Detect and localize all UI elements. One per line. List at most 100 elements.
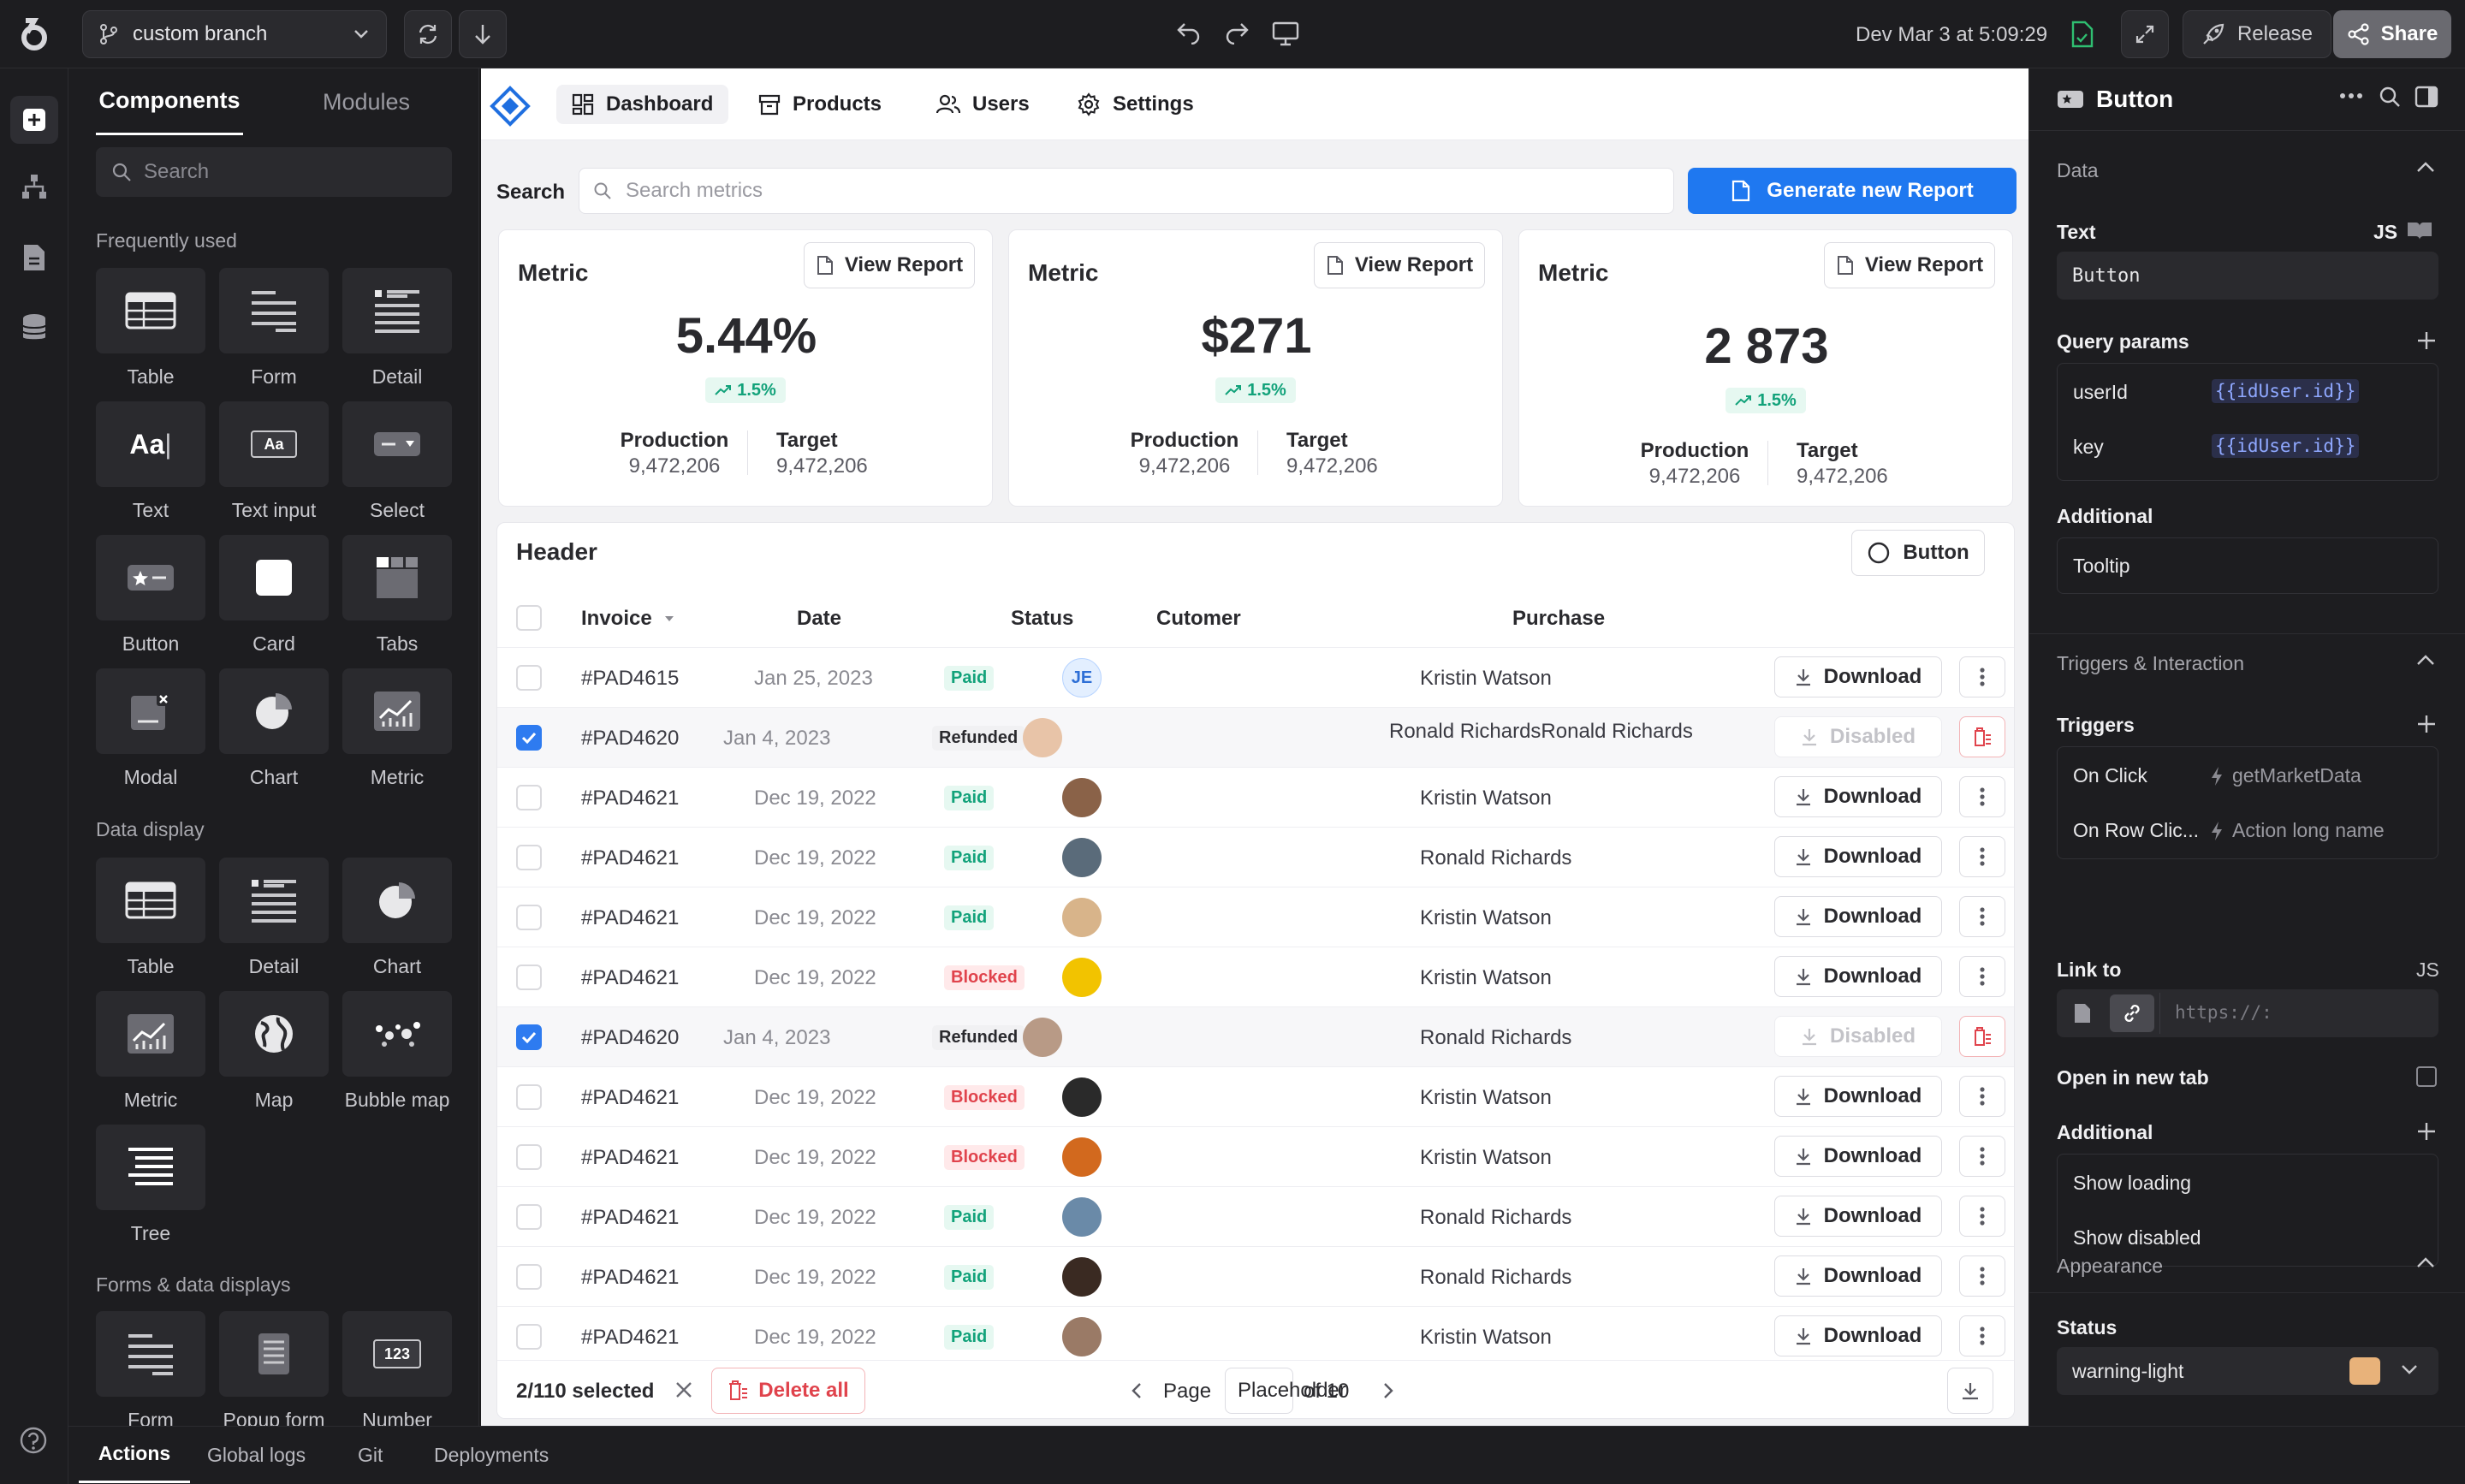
metrics-search-input[interactable]: Search metrics — [579, 168, 1674, 214]
row-more-button[interactable] — [1959, 1315, 2005, 1356]
component-search-input[interactable]: Search — [96, 147, 452, 197]
download-button[interactable]: Download — [1774, 1196, 1942, 1237]
row-checkbox[interactable] — [516, 785, 542, 810]
component-popup-form[interactable]: Popup form — [219, 1311, 338, 1432]
additional-item[interactable]: Show disabled — [2073, 1226, 2201, 1249]
table-row[interactable]: #PAD4615 Jan 25, 2023 Paid JE Kristin Watson… — [497, 648, 2014, 708]
link-url-input[interactable]: https://: — [2175, 1002, 2272, 1023]
row-checkbox[interactable] — [516, 1024, 542, 1050]
component-number[interactable]: 123 Number — [342, 1311, 461, 1432]
share-button[interactable]: Share — [2333, 10, 2451, 58]
add-trigger-plus-icon[interactable] — [2416, 714, 2437, 734]
table-row[interactable]: #PAD4621 Dec 19, 2022 Paid Kristin Watson Do… — [497, 887, 2014, 947]
row-more-button[interactable] — [1959, 656, 2005, 697]
panel-layout-icon[interactable] — [2415, 86, 2438, 108]
component-tree[interactable]: Tree — [96, 1125, 215, 1245]
column-status[interactable]: Status — [1011, 607, 1074, 630]
component-chart[interactable]: Chart — [219, 668, 338, 789]
link-url-toggle[interactable] — [2110, 994, 2154, 1032]
component-text[interactable]: Aa| Text — [96, 401, 215, 522]
row-more-button[interactable] — [1959, 1136, 2005, 1177]
more-horizontal-icon[interactable] — [2339, 92, 2363, 99]
chevron-up-icon[interactable] — [2416, 1256, 2435, 1268]
component-metric[interactable]: Metric — [96, 991, 215, 1112]
download-button[interactable]: Download — [1774, 896, 1942, 937]
param-key[interactable]: userId — [2073, 381, 2128, 403]
nav-settings[interactable]: Settings — [1061, 85, 1209, 124]
row-more-button[interactable] — [1959, 1196, 2005, 1237]
table-row[interactable]: #PAD4621 Dec 19, 2022 Paid Ronald Richards D… — [497, 1247, 2014, 1307]
header-action-button[interactable]: Button — [1851, 530, 1985, 576]
download-button[interactable]: Download — [1774, 1255, 1942, 1297]
app-brand-logo-icon[interactable] — [490, 86, 531, 127]
view-report-button[interactable]: View Report — [1824, 242, 1995, 288]
trigger-action[interactable]: Action long name — [2210, 819, 2385, 842]
table-row[interactable]: #PAD4621 Dec 19, 2022 Blocked Kristin Watso… — [497, 1067, 2014, 1127]
delete-row-button[interactable] — [1959, 716, 2005, 757]
additional-item[interactable]: Show loading — [2073, 1172, 2192, 1194]
tooltip-field[interactable]: Tooltip — [2057, 537, 2438, 594]
row-more-button[interactable] — [1959, 1076, 2005, 1117]
sync-button[interactable] — [404, 10, 452, 58]
download-button[interactable]: Download — [1774, 1136, 1942, 1177]
add-component-button[interactable] — [10, 96, 58, 144]
release-button[interactable]: Release — [2183, 10, 2331, 58]
link-page-toggle[interactable] — [2065, 996, 2100, 1030]
component-form[interactable]: Form — [96, 1311, 215, 1432]
chevron-left-icon[interactable] — [1131, 1381, 1143, 1400]
row-checkbox[interactable] — [516, 1204, 542, 1230]
component-card[interactable]: Card — [219, 535, 338, 656]
search-icon[interactable] — [2379, 86, 2401, 108]
component-table[interactable]: Table — [96, 858, 215, 978]
column-purchase[interactable]: Purchase — [1512, 607, 1606, 630]
component-select[interactable]: Select — [342, 401, 461, 522]
delete-row-button[interactable] — [1959, 1016, 2005, 1057]
param-value[interactable]: {{idUser.id}} — [2212, 379, 2360, 403]
row-more-button[interactable] — [1959, 836, 2005, 877]
text-value-input[interactable]: Button — [2057, 252, 2438, 300]
component-table[interactable]: Table — [96, 268, 215, 389]
table-row[interactable]: #PAD4621 Dec 19, 2022 Paid Ronald Richards D… — [497, 1187, 2014, 1247]
component-button[interactable]: Button — [96, 535, 215, 656]
table-row[interactable]: #PAD4621 Dec 19, 2022 Paid Kristin Watson Do… — [497, 1307, 2014, 1360]
row-checkbox[interactable] — [516, 965, 542, 990]
row-checkbox[interactable] — [516, 1264, 542, 1290]
component-form[interactable]: Form — [219, 268, 338, 389]
row-checkbox[interactable] — [516, 1144, 542, 1170]
column-date[interactable]: Date — [797, 607, 842, 630]
tab-modules[interactable]: Modules — [298, 68, 435, 135]
trigger-action[interactable]: getMarketData — [2210, 764, 2361, 787]
js-toggle[interactable]: JS — [2373, 221, 2398, 243]
row-checkbox[interactable] — [516, 1324, 542, 1350]
row-more-button[interactable] — [1959, 1255, 2005, 1297]
table-row[interactable]: #PAD4620 Jan 4, 2023 Refunded Ronald Richar… — [497, 708, 2014, 768]
component-tabs[interactable]: Tabs — [342, 535, 461, 656]
expand-button[interactable] — [2121, 10, 2169, 58]
component-detail[interactable]: Detail — [342, 268, 461, 389]
hierarchy-icon[interactable] — [21, 173, 48, 200]
download-button[interactable]: Download — [1774, 956, 1942, 997]
preview-desktop-icon[interactable] — [1272, 21, 1299, 46]
page-number-input[interactable]: Placeholder — [1225, 1368, 1346, 1414]
component-map[interactable]: Map — [219, 991, 338, 1112]
row-checkbox[interactable] — [516, 905, 542, 930]
link-js-toggle[interactable]: JS — [2416, 959, 2439, 981]
app-logo-icon[interactable] — [15, 15, 53, 53]
select-all-checkbox[interactable] — [516, 605, 542, 631]
component-text-input[interactable]: Aa Text input — [219, 401, 338, 522]
add-additional-plus-icon[interactable] — [2416, 1121, 2437, 1142]
tab-actions[interactable]: Actions — [79, 1427, 190, 1483]
tab-deployments[interactable]: Deployments — [434, 1444, 549, 1466]
row-checkbox[interactable] — [516, 845, 542, 870]
row-more-button[interactable] — [1959, 776, 2005, 817]
column-customer[interactable]: Cutomer — [1156, 607, 1241, 630]
export-button[interactable] — [1947, 1368, 1993, 1414]
add-param-plus-icon[interactable] — [2416, 330, 2437, 351]
trigger-event[interactable]: On Row Clic... — [2073, 819, 2199, 841]
nav-dashboard[interactable]: Dashboard — [556, 85, 729, 124]
database-icon[interactable] — [21, 313, 48, 342]
column-invoice[interactable]: Invoice — [581, 607, 674, 631]
component-metric[interactable]: Metric — [342, 668, 461, 789]
download-button[interactable]: Download — [1774, 776, 1942, 817]
download-button[interactable]: Download — [1774, 1076, 1942, 1117]
